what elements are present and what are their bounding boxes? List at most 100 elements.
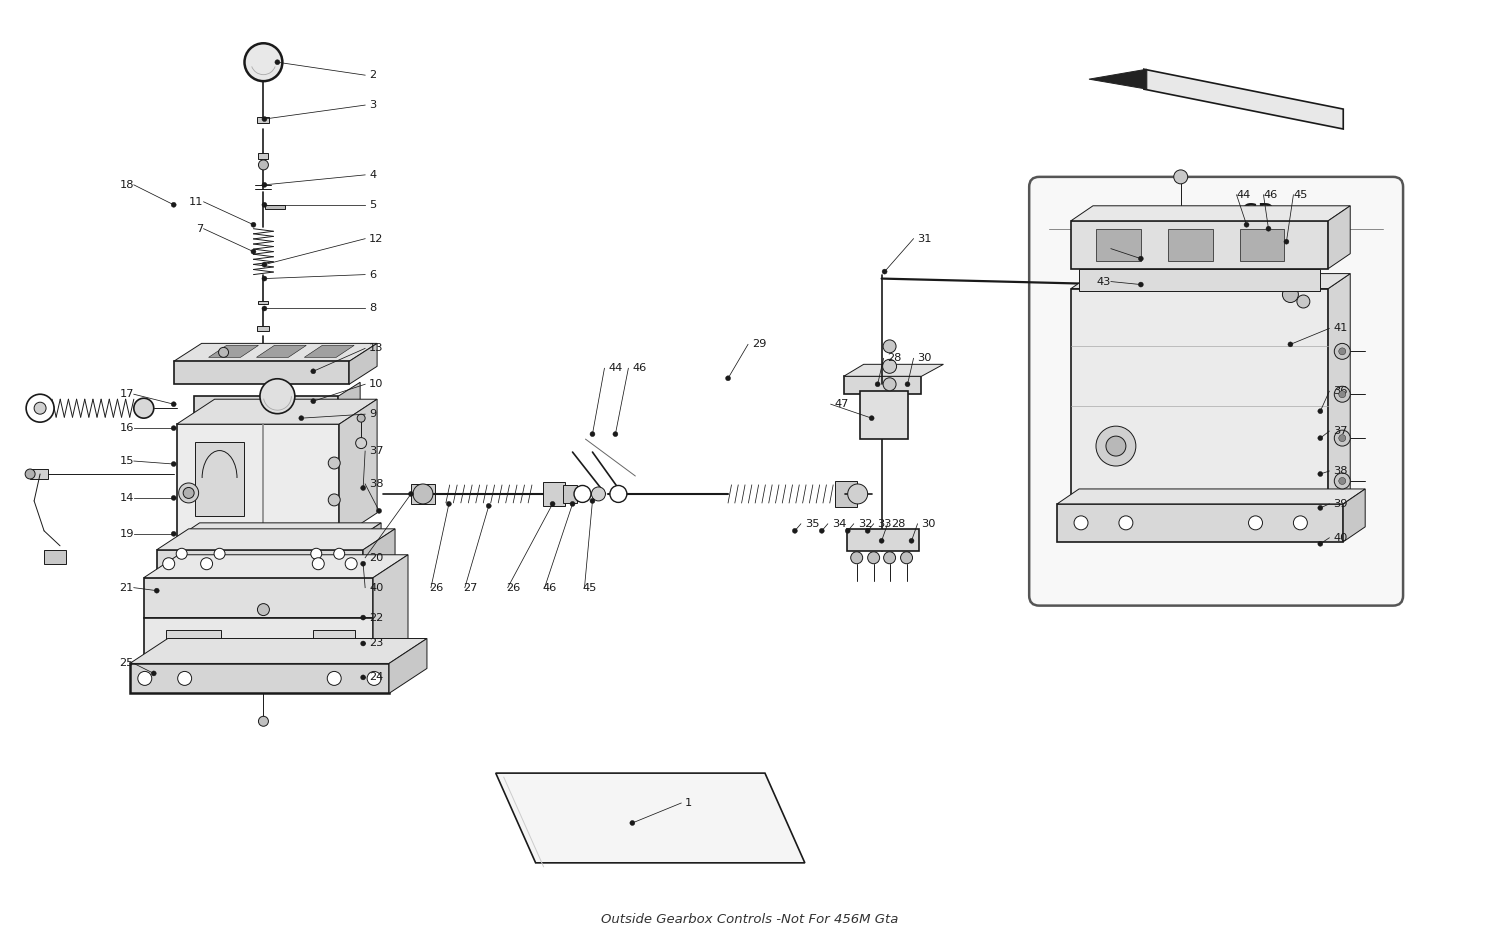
Circle shape — [614, 431, 618, 437]
Polygon shape — [388, 639, 427, 693]
Text: 7: 7 — [196, 223, 204, 234]
Circle shape — [26, 394, 54, 422]
Circle shape — [610, 485, 627, 502]
Text: 23: 23 — [369, 639, 384, 649]
Circle shape — [591, 487, 606, 501]
Text: 19: 19 — [120, 529, 134, 539]
Circle shape — [171, 202, 176, 207]
Polygon shape — [374, 554, 408, 663]
Text: 17: 17 — [120, 389, 134, 399]
Circle shape — [1096, 426, 1136, 466]
Circle shape — [1174, 170, 1188, 184]
Text: 13: 13 — [369, 343, 384, 354]
Bar — [44, 550, 66, 564]
Circle shape — [171, 532, 176, 536]
Text: 8: 8 — [369, 304, 376, 313]
Bar — [843, 377, 921, 394]
Text: 22: 22 — [369, 613, 384, 622]
Polygon shape — [1344, 489, 1365, 542]
Bar — [165, 629, 220, 656]
Polygon shape — [363, 529, 394, 578]
Polygon shape — [177, 399, 376, 424]
Polygon shape — [1144, 69, 1344, 129]
Circle shape — [884, 552, 896, 564]
Circle shape — [310, 369, 316, 374]
Text: 44: 44 — [1236, 190, 1251, 200]
Circle shape — [214, 549, 225, 559]
Circle shape — [162, 558, 174, 569]
Circle shape — [879, 538, 884, 543]
Circle shape — [262, 202, 267, 207]
Bar — [1071, 289, 1329, 504]
Circle shape — [171, 426, 176, 430]
Text: 34: 34 — [833, 518, 846, 529]
Circle shape — [1282, 287, 1299, 303]
Circle shape — [260, 378, 296, 413]
Circle shape — [1340, 434, 1346, 442]
Text: 1: 1 — [686, 798, 693, 808]
Text: 16: 16 — [120, 423, 134, 433]
Circle shape — [590, 431, 596, 437]
Circle shape — [882, 359, 897, 374]
Bar — [1058, 504, 1344, 542]
Text: Outside Gearbox Controls -Not For 456M Gta: Outside Gearbox Controls -Not For 456M G… — [602, 913, 898, 926]
Circle shape — [1245, 222, 1257, 235]
Text: 26: 26 — [506, 583, 520, 592]
Text: 37: 37 — [369, 447, 384, 456]
Circle shape — [134, 398, 154, 418]
Bar — [156, 550, 363, 578]
Circle shape — [1248, 516, 1263, 530]
Circle shape — [408, 491, 414, 497]
Circle shape — [360, 674, 366, 680]
Circle shape — [1340, 478, 1346, 484]
Text: 39: 39 — [1334, 499, 1348, 509]
Circle shape — [1266, 226, 1270, 231]
Circle shape — [1138, 256, 1143, 261]
Text: 38: 38 — [369, 479, 384, 489]
Circle shape — [328, 457, 340, 469]
Circle shape — [219, 347, 228, 358]
Bar — [1071, 220, 1329, 269]
Text: 30: 30 — [921, 518, 936, 529]
Polygon shape — [339, 399, 376, 538]
Circle shape — [176, 549, 188, 559]
Circle shape — [171, 402, 176, 407]
Circle shape — [874, 382, 880, 387]
Circle shape — [310, 549, 322, 559]
Circle shape — [1318, 471, 1323, 477]
Circle shape — [1318, 435, 1323, 441]
Circle shape — [884, 340, 896, 353]
Polygon shape — [156, 529, 395, 550]
Circle shape — [356, 438, 366, 448]
Circle shape — [726, 376, 730, 381]
Bar — [258, 326, 270, 331]
Circle shape — [1244, 222, 1250, 227]
Text: 6: 6 — [369, 270, 376, 280]
Polygon shape — [256, 345, 306, 358]
Text: 31: 31 — [918, 234, 932, 244]
Text: 9: 9 — [369, 410, 376, 419]
Text: 45: 45 — [1293, 190, 1308, 200]
Circle shape — [360, 561, 366, 567]
Text: 32: 32 — [858, 518, 871, 529]
Circle shape — [630, 820, 634, 826]
Circle shape — [550, 501, 555, 506]
Circle shape — [360, 485, 366, 490]
Circle shape — [171, 462, 176, 466]
Circle shape — [1293, 516, 1308, 530]
Bar — [859, 392, 907, 439]
Circle shape — [310, 398, 316, 404]
Circle shape — [262, 116, 267, 121]
Text: 28: 28 — [888, 354, 902, 363]
Text: 21: 21 — [120, 583, 134, 592]
Bar — [194, 396, 338, 418]
Circle shape — [865, 528, 870, 534]
Circle shape — [882, 269, 886, 274]
Circle shape — [251, 249, 257, 254]
Bar — [174, 361, 350, 384]
Circle shape — [570, 501, 574, 506]
Bar — [170, 543, 351, 565]
Circle shape — [1298, 295, 1310, 308]
Text: 20: 20 — [369, 552, 384, 563]
Text: 15: 15 — [120, 456, 134, 466]
